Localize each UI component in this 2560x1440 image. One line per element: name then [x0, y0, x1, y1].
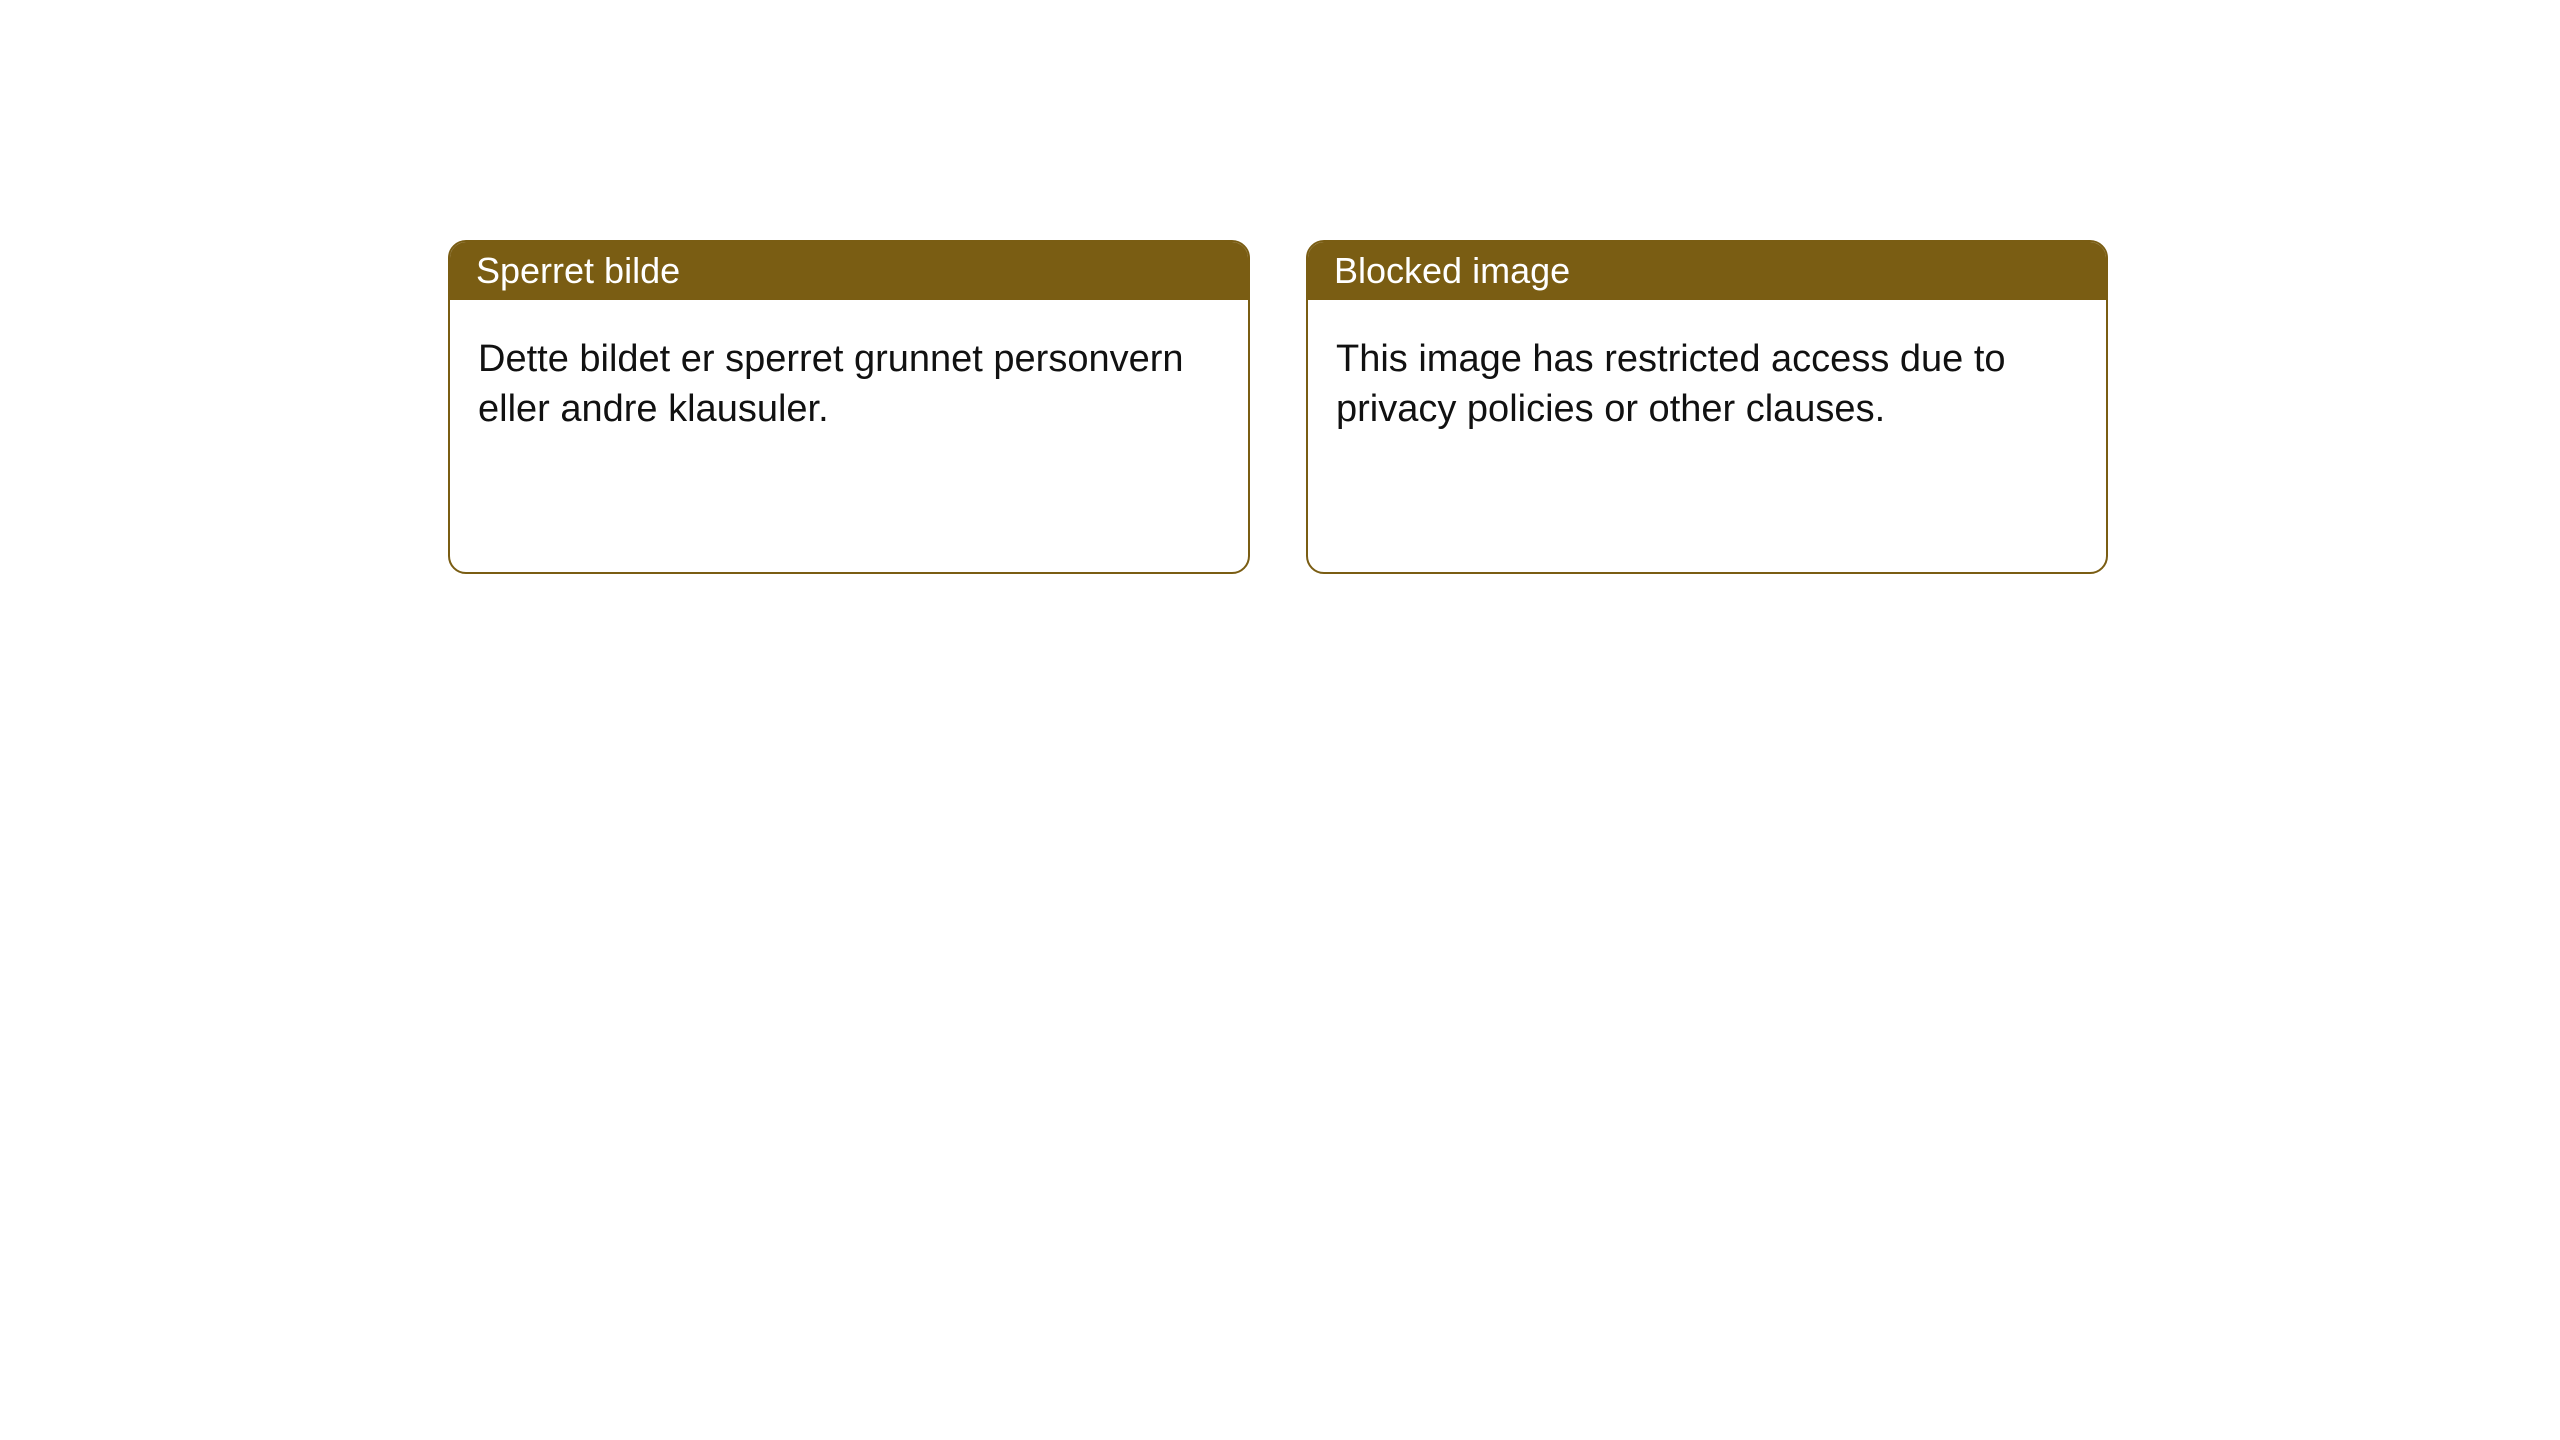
blocked-image-notice-title-no: Sperret bilde — [476, 250, 680, 292]
blocked-image-notice-no: Sperret bilde Dette bildet er sperret gr… — [448, 240, 1250, 574]
blocked-image-notice-body-no: Dette bildet er sperret grunnet personve… — [450, 300, 1248, 434]
page-canvas: Sperret bilde Dette bildet er sperret gr… — [0, 0, 2560, 1440]
blocked-image-notice-header-en: Blocked image — [1308, 242, 2106, 300]
blocked-image-notice-text-no: Dette bildet er sperret grunnet personve… — [478, 338, 1184, 430]
blocked-image-notice-header-no: Sperret bilde — [450, 242, 1248, 300]
blocked-image-notice-title-en: Blocked image — [1334, 250, 1570, 292]
blocked-image-notice-en: Blocked image This image has restricted … — [1306, 240, 2108, 574]
blocked-image-notice-text-en: This image has restricted access due to … — [1336, 338, 2006, 430]
blocked-image-notice-body-en: This image has restricted access due to … — [1308, 300, 2106, 434]
